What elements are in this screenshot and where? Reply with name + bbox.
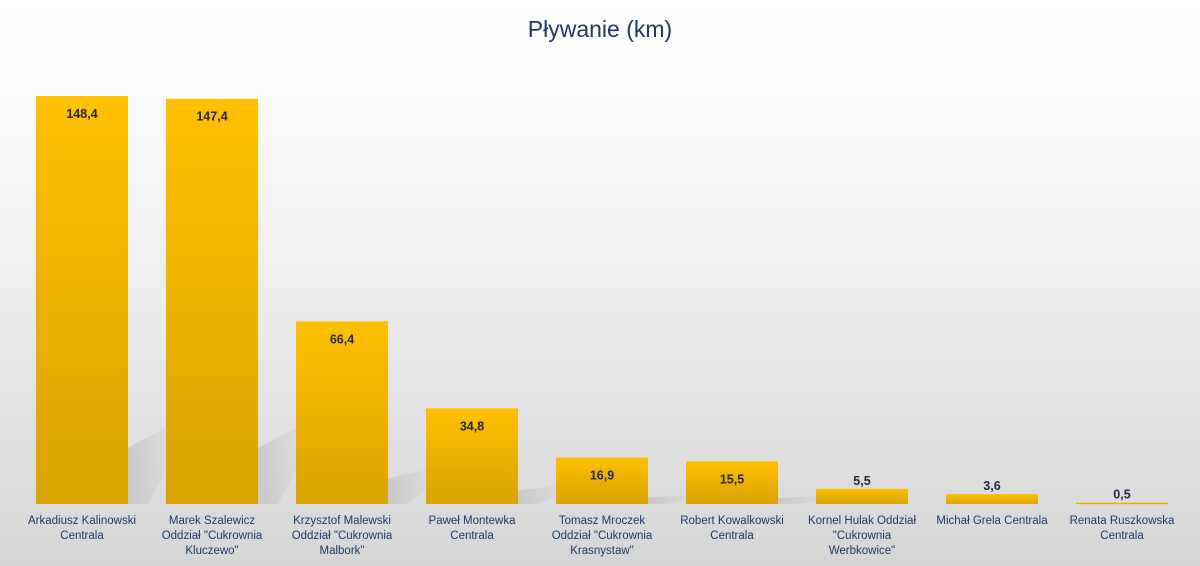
bar xyxy=(686,461,778,504)
category-label-line: Krzysztof Malewski xyxy=(293,515,391,527)
data-label: 5,5 xyxy=(853,474,870,488)
category-label: Renata Ruszkowska Centrala xyxy=(1070,515,1175,542)
bar xyxy=(426,408,518,504)
category-label-line: Werbkowice" xyxy=(829,545,896,557)
data-label: 16,9 xyxy=(590,469,614,483)
data-label: 148,4 xyxy=(66,107,97,121)
category-label-line: Renata Ruszkowska xyxy=(1070,515,1175,527)
category-label-line: Kluczewo" xyxy=(185,545,238,557)
category-label-line: Kornel Hulak Oddział xyxy=(808,515,916,527)
bar xyxy=(946,494,1038,504)
category-label-line: Paweł Montewka xyxy=(429,515,517,527)
chart-title: Pływanie (km) xyxy=(527,16,673,42)
data-label: 34,8 xyxy=(460,419,484,433)
category-label-line: Oddział "Cukrownia xyxy=(162,530,263,542)
category-label: Kornel Hulak Oddział "Cukrownia Werbkowice… xyxy=(808,515,916,557)
category-label-line: Krasnystaw" xyxy=(570,545,634,557)
category-label: Tomasz Mroczek Oddział "Cukrownia Krasnyst… xyxy=(552,515,653,557)
data-label: 3,6 xyxy=(983,479,1000,493)
category-label-line: Marek Szalewicz xyxy=(169,515,256,527)
bar xyxy=(556,457,648,504)
category-label: Krzysztof Malewski Oddział "Cukrownia Malb… xyxy=(292,515,393,557)
data-label: 0,5 xyxy=(1113,488,1130,502)
data-label: 147,4 xyxy=(196,110,227,124)
bar xyxy=(166,98,258,504)
category-label-line: Arkadiusz Kalinowski xyxy=(28,515,136,527)
category-label: Paweł Montewka Centrala xyxy=(429,515,517,542)
category-label-line: Michał Grela Centrala xyxy=(936,515,1048,527)
category-label-line: Robert Kowalkowski xyxy=(680,515,784,527)
data-label: 15,5 xyxy=(720,472,744,486)
category-label-line: Tomasz Mroczek xyxy=(559,515,646,527)
category-label-line: Oddział "Cukrownia xyxy=(552,530,653,542)
category-label-line: Centrala xyxy=(710,530,754,542)
bar xyxy=(36,96,128,504)
category-label-line: Malbork" xyxy=(320,545,365,557)
category-label-line: Centrala xyxy=(60,530,104,542)
category-label-line: Centrala xyxy=(450,530,494,542)
category-label: Arkadiusz Kalinowski Centrala xyxy=(28,515,136,542)
category-label-line: Centrala xyxy=(1100,530,1144,542)
bar xyxy=(296,321,388,504)
bar xyxy=(816,488,908,504)
bar xyxy=(1076,502,1168,505)
category-label: Michał Grela Centrala xyxy=(936,515,1048,527)
category-label-line: Oddział "Cukrownia xyxy=(292,530,393,542)
category-label: Robert Kowalkowski Centrala xyxy=(680,515,784,542)
category-label: Marek Szalewicz Oddział "Cukrownia Kluczew… xyxy=(162,515,263,557)
data-label: 66,4 xyxy=(330,332,354,346)
category-label-line: "Cukrownia xyxy=(833,530,892,542)
